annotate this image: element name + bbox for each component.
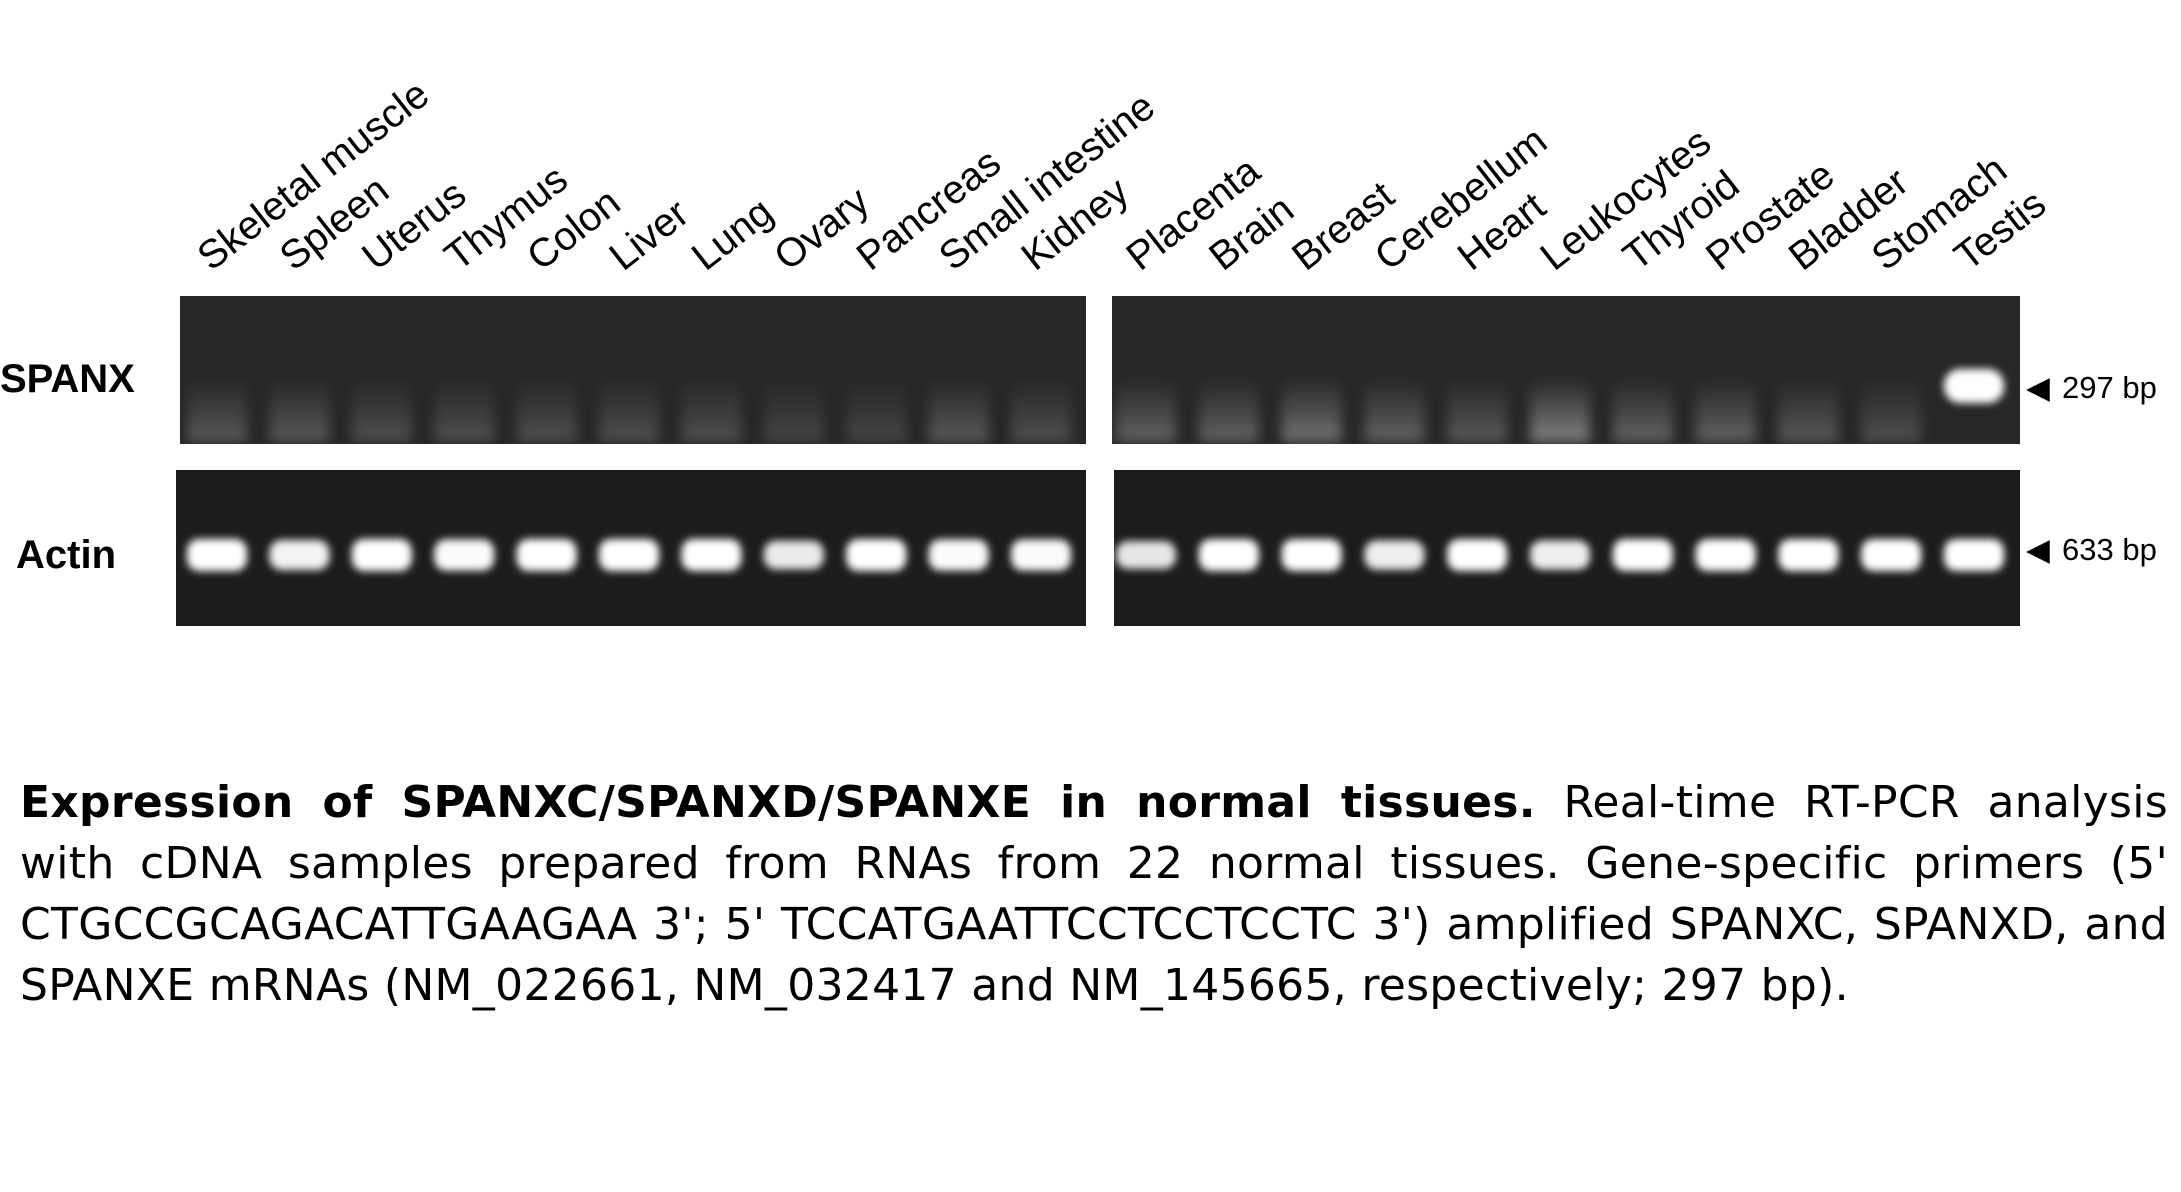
gel-band [1281,539,1342,571]
marker-label-actin: 633 bp [2062,532,2157,567]
lane-labels: Skeletal muscleSpleenUterusThymusColonLi… [189,72,2054,279]
gel-band [681,539,742,571]
gel-band [763,540,824,570]
gel-band [434,376,495,442]
figure-caption: Expression of SPANXC/SPANXD/SPANXE in no… [20,772,2168,1016]
gel-band [1944,369,2004,403]
gel-row-actin: Actin ◀ 633 bp [16,470,2157,626]
gel-band [1695,376,1756,442]
caption-title: Expression of SPANXC/SPANXD/SPANXE in no… [20,777,1536,828]
gel-band [187,376,247,442]
gel-band [928,539,989,571]
gel-band [351,539,412,571]
bands-actin [187,539,2004,571]
row-label-actin: Actin [16,533,116,577]
gel-band [1364,376,1425,442]
gel-band [1116,541,1176,569]
gel-band [269,540,330,570]
gel-band [1198,539,1259,571]
gel-row-spanx: SPANX ◀ 297 bp [0,296,2157,444]
gel-band [1011,376,1071,442]
gel-band [1530,376,1590,442]
gel-band [516,539,577,571]
gel-band [351,376,412,442]
gel-band [763,376,824,442]
gel-band [1281,376,1342,442]
bands-spanx [187,369,2004,442]
gel-band [1612,539,1673,571]
gel-figure: Skeletal muscleSpleenUterusThymusColonLi… [0,72,2157,626]
gel-band [1944,539,2004,571]
gel-band [434,539,495,571]
gel-band [516,376,577,442]
gel-band [1447,376,1508,442]
gel-band [1861,376,1922,442]
row-label-spanx: SPANX [0,357,135,401]
lane-label: Ovary [766,179,877,279]
gel-band [1011,539,1071,571]
gel-band [1778,539,1839,571]
gel-band [1447,539,1508,571]
marker-label-spanx: 297 bp [2062,370,2157,405]
gel-band [1116,376,1176,442]
gel-band [187,539,247,571]
marker-arrow-spanx: ◀ [2026,370,2050,405]
gel-band [1530,540,1590,570]
gel-band [928,376,989,442]
gel-band [1198,376,1259,442]
gel-band [269,376,330,442]
gel-band [599,539,659,571]
gel-band [1778,376,1839,442]
gel-band [1861,539,1922,571]
marker-arrow-actin: ◀ [2026,532,2050,567]
gel-band [681,376,742,442]
gel-band [1695,539,1756,571]
gel-band [846,376,907,442]
lane-label: Lung [684,190,781,279]
gel-band [599,376,659,442]
caption-body: Real-time RT-PCR analysis with cDNA samp… [20,777,2168,1011]
gel-band [1364,540,1425,570]
gel-band [846,539,907,571]
gel-band [1612,376,1673,442]
